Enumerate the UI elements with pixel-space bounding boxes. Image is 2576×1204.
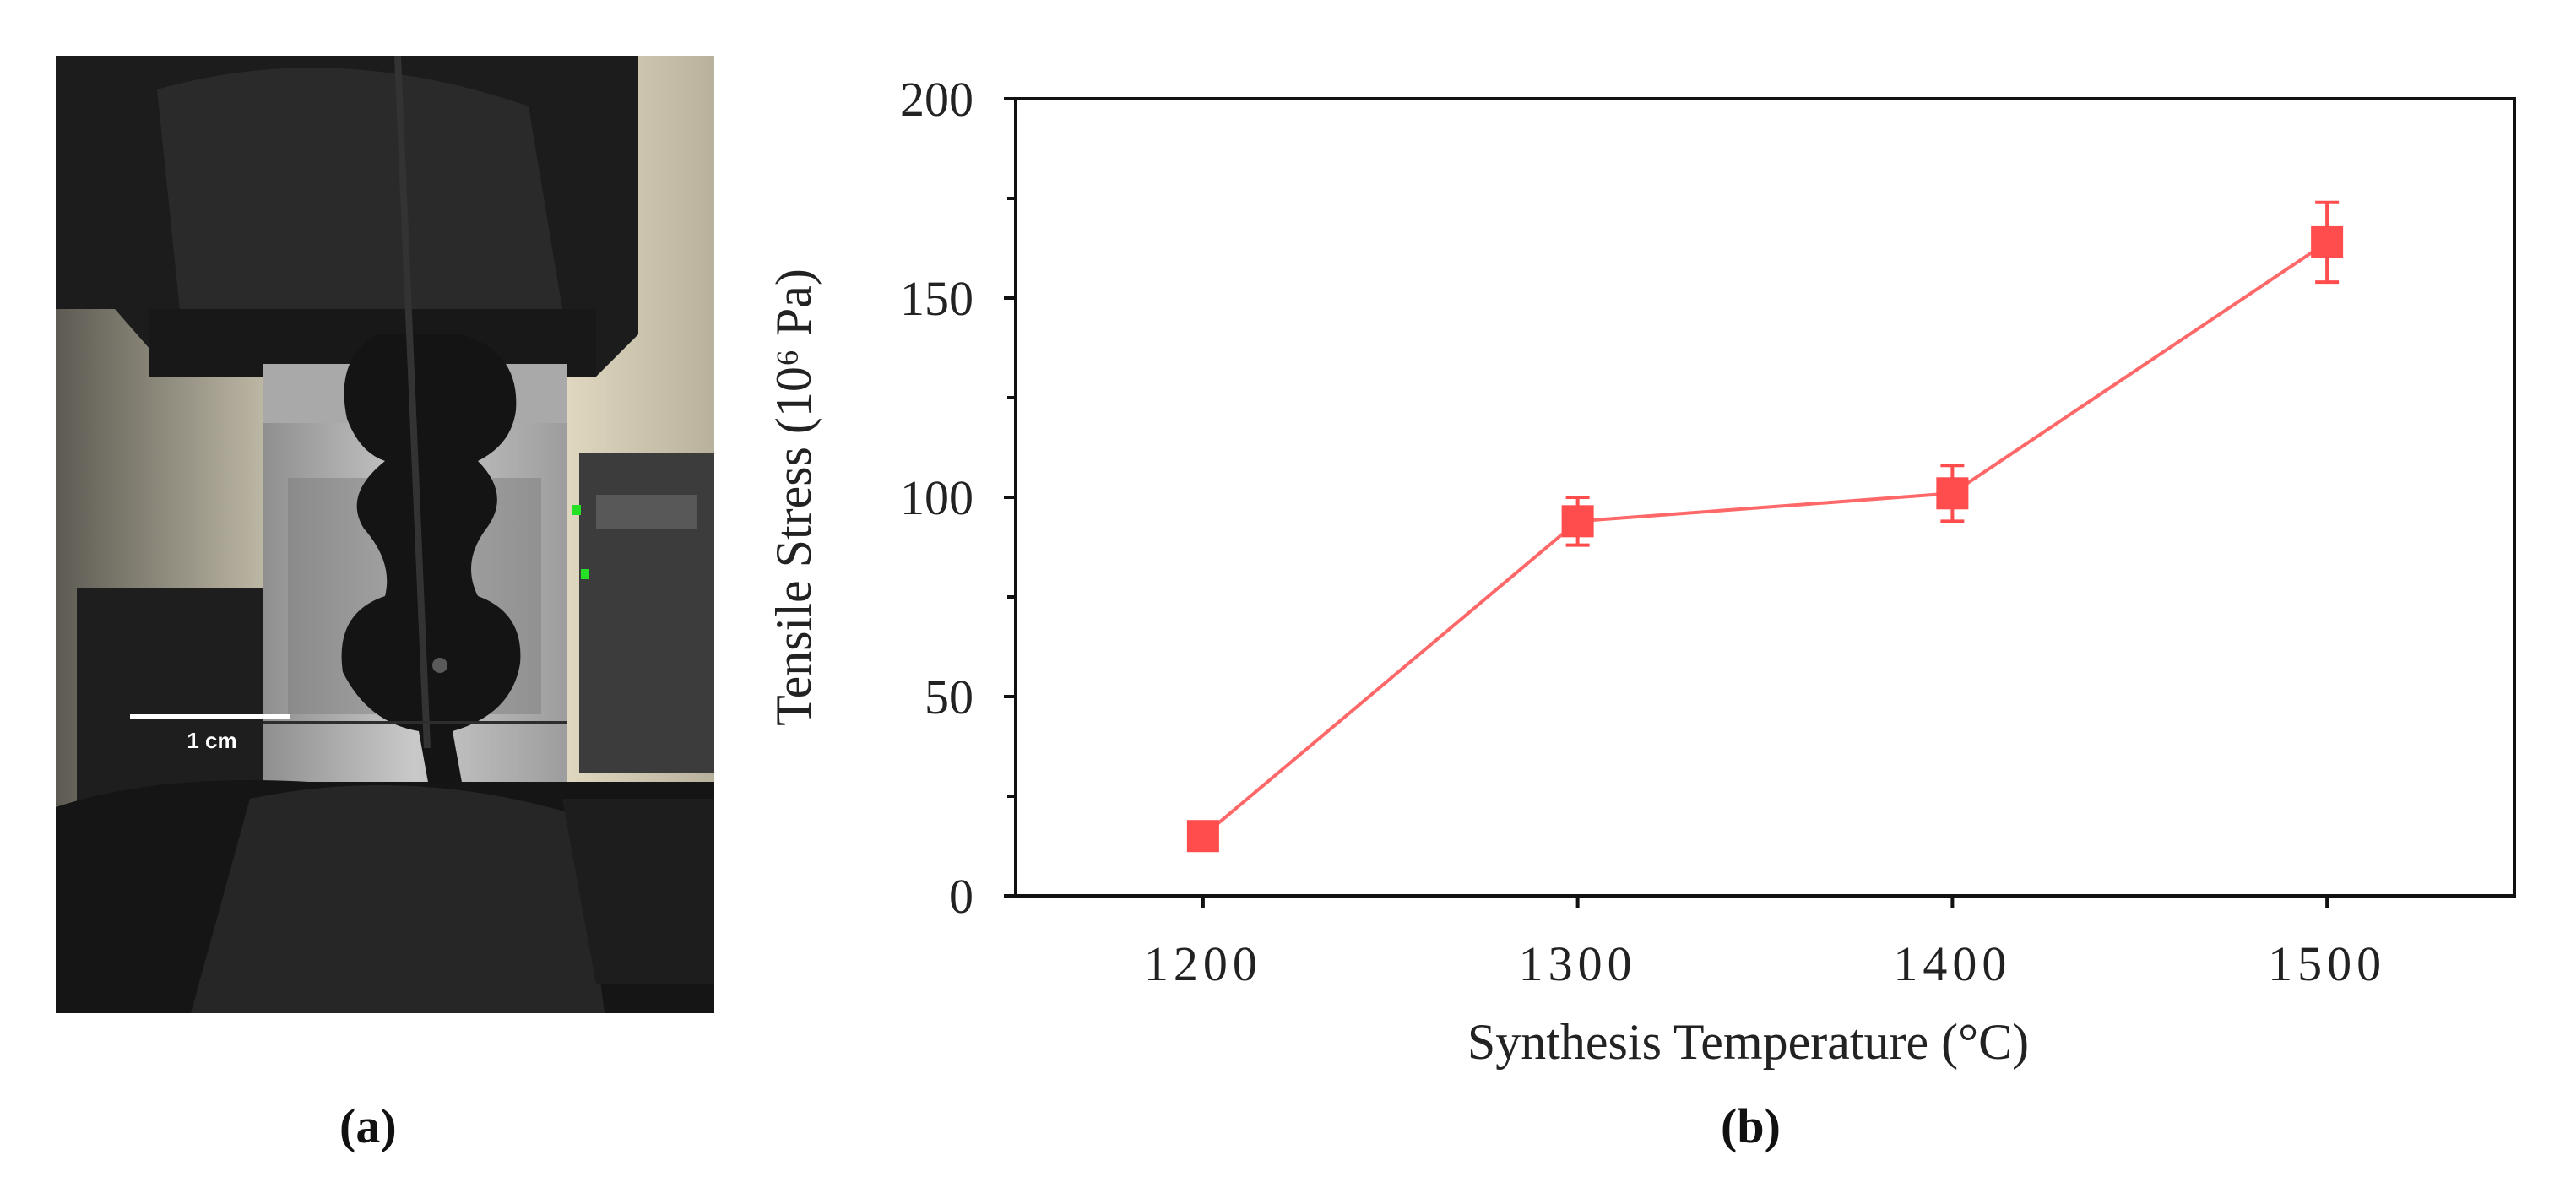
panel-a-label: (a) bbox=[339, 1098, 397, 1153]
y-tick-label: 200 bbox=[900, 72, 973, 127]
chart-axes bbox=[1014, 97, 2516, 898]
scale-bar-label: 1 cm bbox=[187, 728, 236, 753]
data-point bbox=[1936, 477, 1969, 510]
chart-series bbox=[1186, 200, 2344, 853]
y-tick-label: 150 bbox=[900, 271, 973, 326]
plot-frame bbox=[1014, 97, 2516, 898]
scale-bar bbox=[130, 714, 290, 719]
data-point bbox=[1561, 505, 1594, 538]
data-point bbox=[2311, 225, 2344, 258]
panel-b-label: (b) bbox=[1721, 1098, 1781, 1153]
x-tick-label: 1500 bbox=[2268, 936, 2386, 991]
x-tick-label: 1200 bbox=[1144, 936, 1262, 991]
y-tick-label: 100 bbox=[900, 470, 973, 525]
y-tick-label: 50 bbox=[925, 670, 973, 724]
x-tick-label: 1400 bbox=[1893, 936, 2011, 991]
x-tick-label: 1300 bbox=[1519, 936, 1637, 991]
x-axis-label: Synthesis Temperature (°C) bbox=[1467, 1014, 2029, 1070]
y-tick-label: 0 bbox=[949, 869, 973, 924]
y-axis-label: Tensile Stress (10⁶ Pa) bbox=[766, 268, 822, 726]
series-line bbox=[1201, 241, 2329, 838]
chart-ticks: 0 50 100 150 200 1200 1300 1400 1500 bbox=[900, 72, 2386, 991]
tensile-test-photo: 1 cm bbox=[56, 56, 714, 1013]
data-point bbox=[1186, 820, 1219, 853]
